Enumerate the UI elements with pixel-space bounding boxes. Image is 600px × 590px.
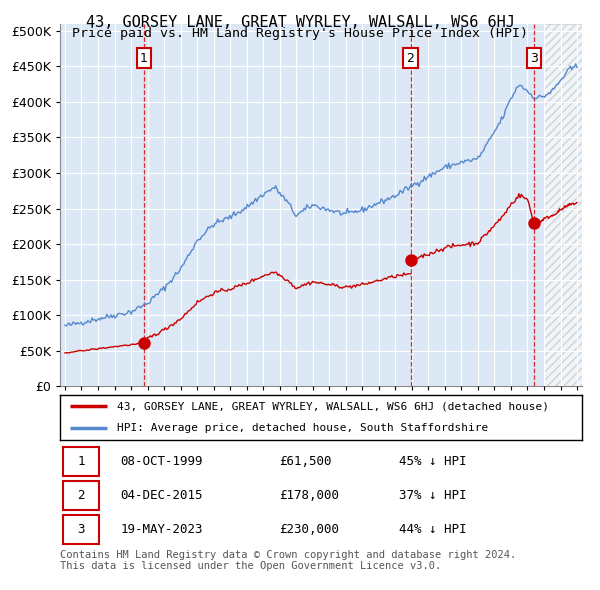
FancyBboxPatch shape [62, 481, 99, 510]
Text: 04-DEC-2015: 04-DEC-2015 [120, 489, 203, 502]
Text: 44% ↓ HPI: 44% ↓ HPI [400, 523, 467, 536]
Text: £61,500: £61,500 [279, 455, 332, 468]
Text: 45% ↓ HPI: 45% ↓ HPI [400, 455, 467, 468]
Text: 3: 3 [530, 51, 538, 64]
Text: 43, GORSEY LANE, GREAT WYRLEY, WALSALL, WS6 6HJ (detached house): 43, GORSEY LANE, GREAT WYRLEY, WALSALL, … [118, 401, 550, 411]
Text: 1: 1 [140, 51, 148, 64]
Text: £178,000: £178,000 [279, 489, 339, 502]
Text: 3: 3 [77, 523, 85, 536]
Text: Contains HM Land Registry data © Crown copyright and database right 2024.
This d: Contains HM Land Registry data © Crown c… [60, 550, 516, 572]
Text: 2: 2 [77, 489, 85, 502]
Text: £230,000: £230,000 [279, 523, 339, 536]
FancyBboxPatch shape [62, 516, 99, 544]
Text: 08-OCT-1999: 08-OCT-1999 [120, 455, 203, 468]
Text: 43, GORSEY LANE, GREAT WYRLEY, WALSALL, WS6 6HJ: 43, GORSEY LANE, GREAT WYRLEY, WALSALL, … [86, 15, 514, 30]
Text: 1: 1 [77, 455, 85, 468]
Text: 37% ↓ HPI: 37% ↓ HPI [400, 489, 467, 502]
Text: 2: 2 [407, 51, 415, 64]
FancyBboxPatch shape [62, 447, 99, 476]
Bar [544, 24, 582, 386]
Text: 19-MAY-2023: 19-MAY-2023 [120, 523, 203, 536]
Text: HPI: Average price, detached house, South Staffordshire: HPI: Average price, detached house, Sout… [118, 424, 488, 434]
Text: Price paid vs. HM Land Registry's House Price Index (HPI): Price paid vs. HM Land Registry's House … [72, 27, 528, 40]
